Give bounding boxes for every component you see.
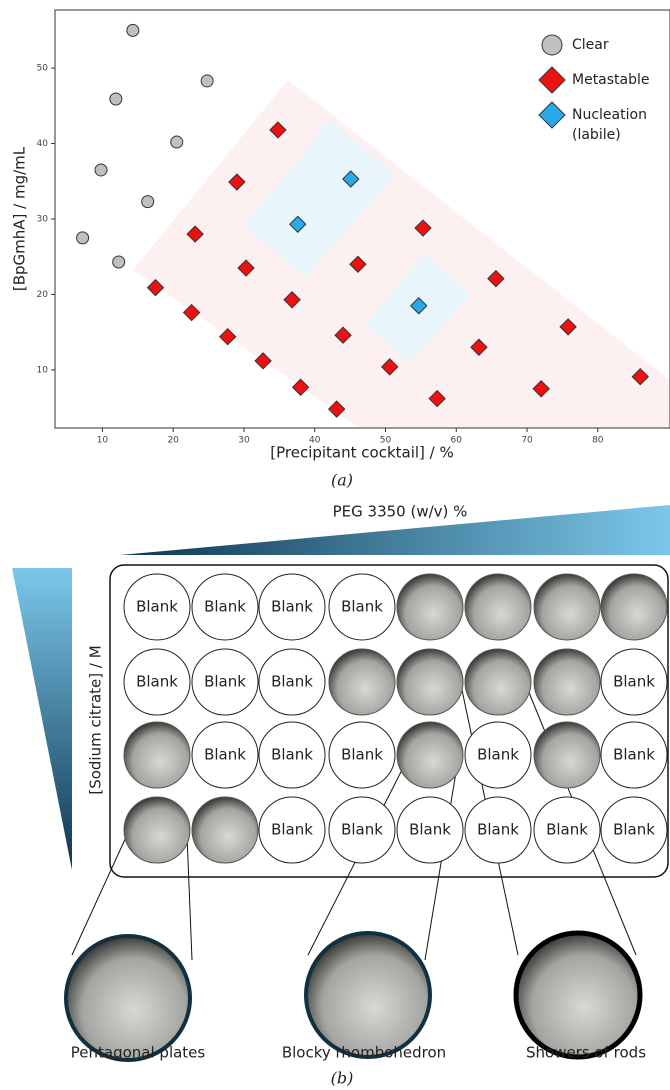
x-tick-label: 20 — [167, 436, 179, 446]
well-label: Blank — [204, 598, 246, 616]
well-label: Blank — [136, 598, 178, 616]
well-label: Blank — [546, 821, 588, 839]
page: {"chart_data": {"type": "scatter", "xlab… — [0, 0, 670, 1090]
point — [95, 164, 107, 176]
panel-label: (b) — [331, 1069, 354, 1088]
well-image — [192, 797, 258, 863]
point — [201, 75, 213, 87]
well-label: Blank — [271, 821, 313, 839]
well-image — [397, 574, 463, 640]
x-tick-label: 40 — [309, 436, 321, 446]
point — [113, 256, 125, 268]
x-tick-label: 50 — [380, 436, 392, 446]
well-label: Blank — [613, 673, 655, 691]
legend-label: Clear — [572, 35, 652, 55]
y-tick-label: 30 — [37, 215, 49, 225]
well-label: Blank — [613, 746, 655, 764]
well-image — [534, 574, 600, 640]
zoom-image — [66, 936, 190, 1060]
legend-marker — [542, 35, 562, 55]
well-image — [534, 722, 600, 788]
well-label: Blank — [341, 598, 383, 616]
x-gradient-label: PEG 3350 (w/v) % — [333, 503, 468, 521]
well-label: Blank — [477, 746, 519, 764]
well-label: Blank — [613, 821, 655, 839]
well-image — [124, 722, 190, 788]
well-label: Blank — [409, 821, 451, 839]
well-image — [329, 649, 395, 715]
well-label: Blank — [204, 673, 246, 691]
y-tick-label: 50 — [37, 64, 49, 74]
well-image — [465, 574, 531, 640]
y-tick-label: 20 — [37, 290, 49, 300]
y-tick-label: 40 — [37, 139, 49, 149]
panel-label: (a) — [331, 471, 353, 490]
well-image — [465, 649, 531, 715]
well-image — [601, 574, 667, 640]
y-axis-label: [BpGmhA] / mg/mL — [11, 146, 29, 291]
zoom-label: Blocky rhombohedron — [282, 1044, 446, 1062]
zoom-image — [516, 933, 640, 1057]
well-label: Blank — [204, 746, 246, 764]
well-label: Blank — [341, 746, 383, 764]
legend-label: Nucleation (labile) — [572, 105, 642, 145]
y-gradient-label: [Sodium citrate] / M — [87, 645, 105, 794]
well-image — [397, 649, 463, 715]
well-label: Blank — [341, 821, 383, 839]
well-image — [124, 797, 190, 863]
well-image — [397, 722, 463, 788]
well-image — [534, 649, 600, 715]
x-axis-label: [Precipitant cocktail] / % — [270, 444, 454, 462]
x-tick-label: 60 — [451, 436, 463, 446]
y-tick-label: 10 — [37, 365, 49, 375]
x-tick-label: 30 — [238, 436, 250, 446]
gradient-wedge — [12, 568, 72, 870]
legend-label: Metastable — [572, 70, 652, 90]
legend-marker — [539, 67, 565, 93]
well-label: Blank — [271, 598, 313, 616]
legend-marker — [539, 102, 565, 128]
zoom-label: Pentagonal plates — [71, 1044, 206, 1062]
x-tick-label: 10 — [97, 436, 109, 446]
point — [77, 232, 89, 244]
zoom-image — [306, 933, 430, 1057]
well-label: Blank — [136, 673, 178, 691]
point — [142, 196, 154, 208]
x-tick-label: 80 — [592, 436, 604, 446]
well-label: Blank — [271, 746, 313, 764]
well-label: Blank — [477, 821, 519, 839]
point — [171, 136, 183, 148]
well-label: Blank — [271, 673, 313, 691]
figure: [Precipitant cocktail] / % [BpGmhA] / mg… — [0, 0, 670, 1090]
zoom-label: Showers of rods — [526, 1044, 646, 1062]
point — [110, 93, 122, 105]
x-tick-label: 70 — [521, 436, 533, 446]
point — [127, 24, 139, 36]
